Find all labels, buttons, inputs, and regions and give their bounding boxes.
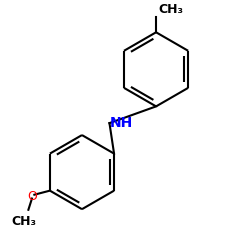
Text: CH₃: CH₃ [158, 2, 184, 16]
Text: CH₃: CH₃ [11, 214, 36, 228]
Text: NH: NH [110, 116, 133, 130]
Text: O: O [27, 190, 37, 203]
